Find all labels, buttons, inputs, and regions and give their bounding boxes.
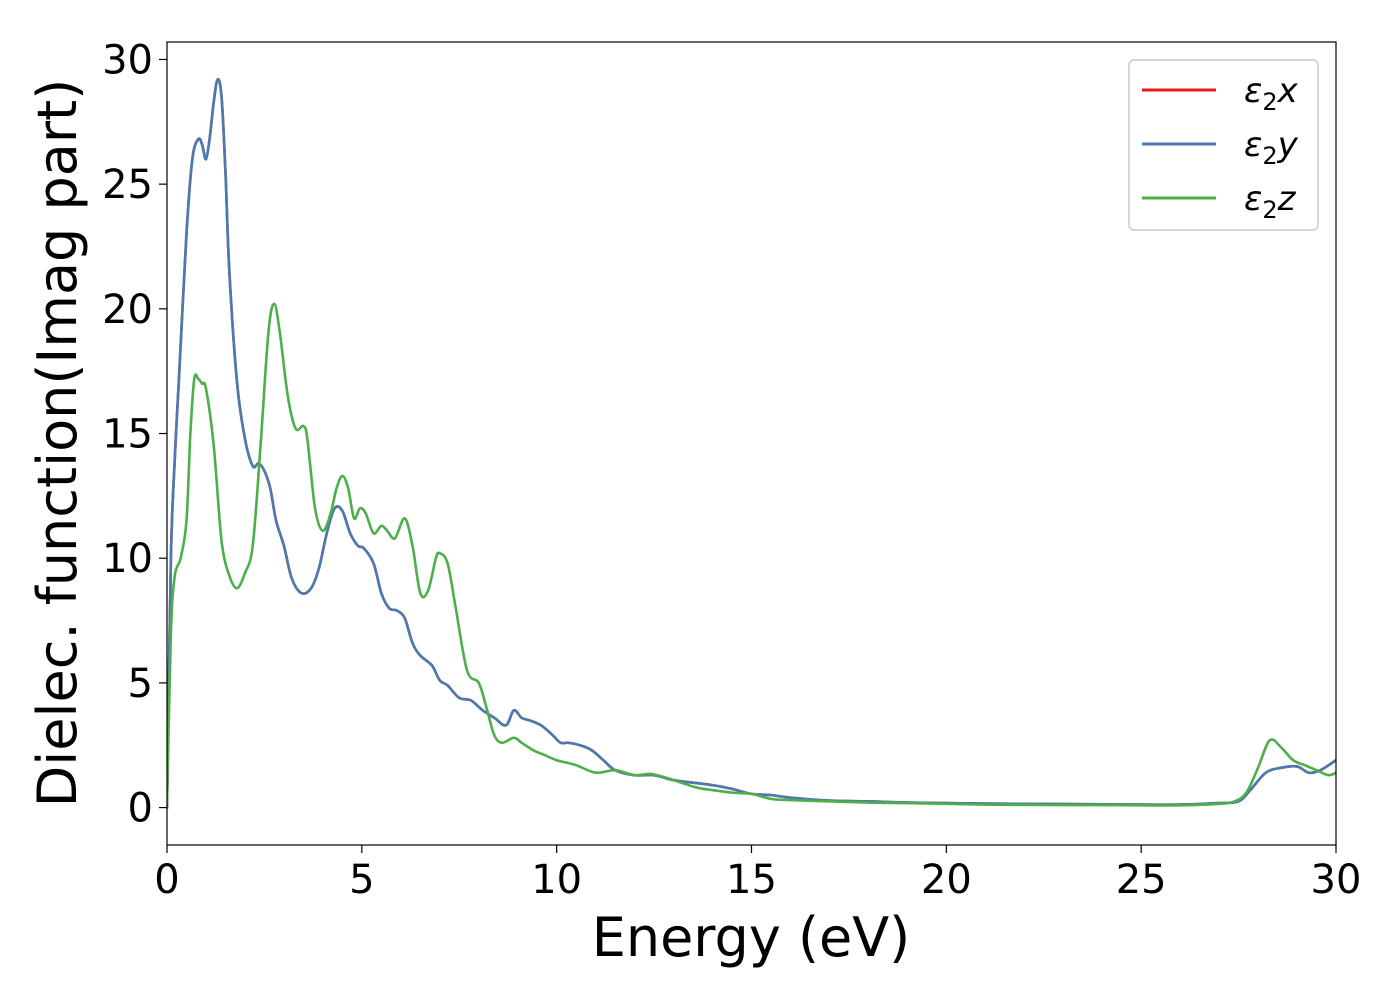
legend: ε2x ε2y ε2z <box>1128 59 1319 231</box>
x-tick-label: 20 <box>921 857 972 903</box>
x-axis-title: Energy (eV) <box>592 906 911 969</box>
y-axis-title: Dielec. function(Imag part) <box>26 79 89 808</box>
x-tick-label: 15 <box>726 857 777 903</box>
x-tick-label: 5 <box>349 857 374 903</box>
legend-box <box>1128 59 1319 231</box>
x-tick-label: 25 <box>1116 857 1167 903</box>
y-tick-label: 30 <box>102 37 153 83</box>
y-tick-label: 20 <box>102 287 153 333</box>
series-line-z <box>167 302 1336 809</box>
legend-label-x: ε2x <box>1244 71 1299 116</box>
legend-label-z: ε2z <box>1244 179 1297 224</box>
x-tick-label: 30 <box>1311 857 1362 903</box>
series-layer <box>167 77 1336 809</box>
y-tick-label: 10 <box>102 536 153 582</box>
y-tick-label: 25 <box>102 162 153 208</box>
y-tick-label: 5 <box>128 661 153 707</box>
x-axis: 0 5 10 15 20 25 30 <box>154 845 1361 903</box>
legend-label-y: ε2y <box>1244 125 1299 170</box>
y-tick-label: 0 <box>128 786 153 832</box>
x-tick-label: 0 <box>154 857 179 903</box>
y-axis: 0 5 10 15 20 25 30 <box>102 37 167 832</box>
y-tick-label: 15 <box>102 412 153 458</box>
x-tick-label: 10 <box>531 857 582 903</box>
